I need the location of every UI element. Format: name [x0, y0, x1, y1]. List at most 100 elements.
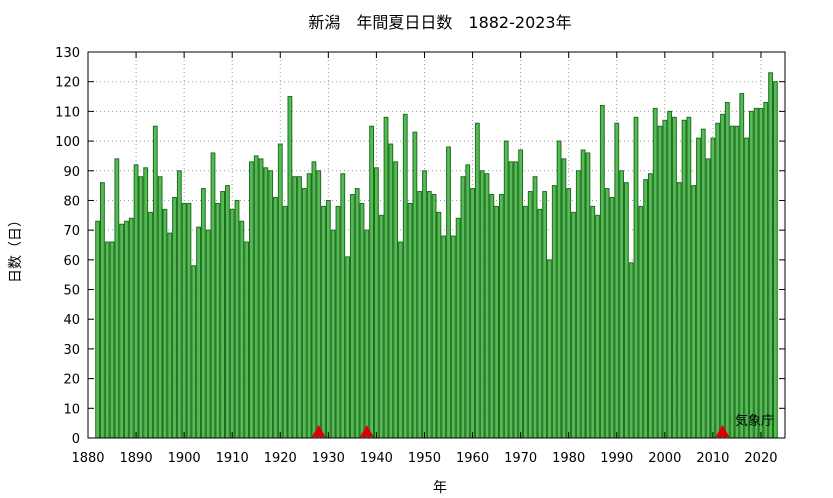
plot-frame — [87, 51, 786, 439]
bar — [119, 223, 125, 439]
bar — [431, 194, 437, 439]
bar — [585, 152, 591, 439]
bar — [604, 188, 610, 439]
station-relocation-marker — [359, 425, 374, 437]
bar — [349, 194, 355, 439]
bar — [734, 125, 740, 439]
bar — [748, 110, 754, 439]
x-tick-label: 1890 — [120, 451, 153, 466]
x-tick-label: 1900 — [168, 451, 201, 466]
bar — [148, 211, 153, 439]
bar — [772, 81, 778, 439]
bar — [744, 137, 749, 439]
bars — [95, 72, 778, 439]
x-tick-label: 2010 — [696, 451, 729, 466]
y-tick-label: 80 — [63, 194, 80, 209]
bar — [518, 149, 524, 439]
bar — [720, 113, 725, 439]
bar — [465, 164, 471, 439]
bar — [345, 256, 350, 439]
bar — [643, 179, 649, 439]
bar — [407, 202, 413, 439]
bar — [672, 116, 677, 439]
bar — [623, 182, 629, 439]
bar — [681, 119, 687, 439]
bar — [263, 167, 269, 439]
y-tick-label: 50 — [63, 284, 80, 299]
bar — [513, 161, 519, 439]
bar — [191, 265, 197, 439]
y-tick-label: 20 — [63, 373, 80, 388]
station-relocation-marker — [311, 425, 326, 437]
bar — [619, 170, 624, 439]
bar — [393, 161, 399, 439]
bar — [172, 196, 177, 439]
bar — [494, 205, 499, 439]
bar — [662, 119, 668, 439]
bar — [321, 205, 326, 439]
y-tick-label: 120 — [55, 76, 80, 91]
x-tick-label: 1970 — [504, 451, 537, 466]
bar — [369, 125, 375, 439]
bar — [696, 137, 701, 439]
bar — [277, 143, 283, 439]
bar — [200, 188, 206, 439]
bar — [667, 110, 673, 439]
bar — [152, 125, 158, 439]
x-axis-label: 年 — [433, 480, 447, 496]
bar — [758, 107, 764, 439]
y-tick-label: 100 — [55, 135, 80, 150]
bar — [225, 185, 230, 439]
bar — [441, 235, 447, 439]
y-tick-label: 90 — [63, 165, 80, 180]
bar — [359, 202, 365, 439]
bar — [638, 205, 644, 439]
bar — [523, 205, 528, 439]
bar — [676, 182, 682, 439]
bar — [547, 259, 552, 439]
bar — [489, 194, 495, 439]
bar — [244, 241, 250, 439]
bar — [532, 176, 538, 439]
bar — [691, 185, 697, 439]
bar — [551, 185, 557, 439]
bar — [503, 140, 509, 439]
bar — [364, 229, 370, 439]
bar — [220, 191, 226, 439]
bar — [186, 202, 192, 439]
x-tick-label: 1910 — [216, 451, 249, 466]
bar — [729, 125, 735, 439]
bar — [628, 262, 634, 439]
bar — [571, 211, 576, 439]
x-tick-label: 1960 — [456, 451, 489, 466]
bar — [561, 158, 567, 439]
bar — [325, 199, 331, 439]
bar — [455, 217, 461, 439]
bar — [715, 122, 721, 439]
y-axis-ticks: 0 10 20 30 40 50 60 70 80 90 100 110 120 130 — [55, 46, 785, 447]
x-tick-label: 2020 — [744, 451, 777, 466]
chart-title: 新潟 年間夏日日数 1882-2023年 — [308, 13, 571, 32]
bar — [580, 149, 586, 439]
bar — [374, 167, 379, 439]
bar — [700, 128, 706, 439]
bar — [210, 152, 216, 439]
bar — [383, 116, 389, 439]
bar — [234, 199, 240, 439]
y-tick-label: 0 — [72, 432, 80, 447]
bar — [335, 205, 341, 439]
bar — [739, 93, 745, 439]
bar — [537, 208, 543, 439]
bar — [157, 176, 163, 439]
bar — [498, 194, 504, 439]
bar — [229, 208, 235, 439]
bar — [128, 217, 134, 439]
bar — [316, 170, 322, 439]
bar — [753, 107, 759, 439]
bar — [378, 214, 384, 439]
markers — [311, 425, 730, 437]
bar — [301, 188, 307, 439]
bar — [268, 170, 274, 439]
bar — [652, 107, 658, 439]
y-tick-label: 110 — [55, 105, 80, 120]
